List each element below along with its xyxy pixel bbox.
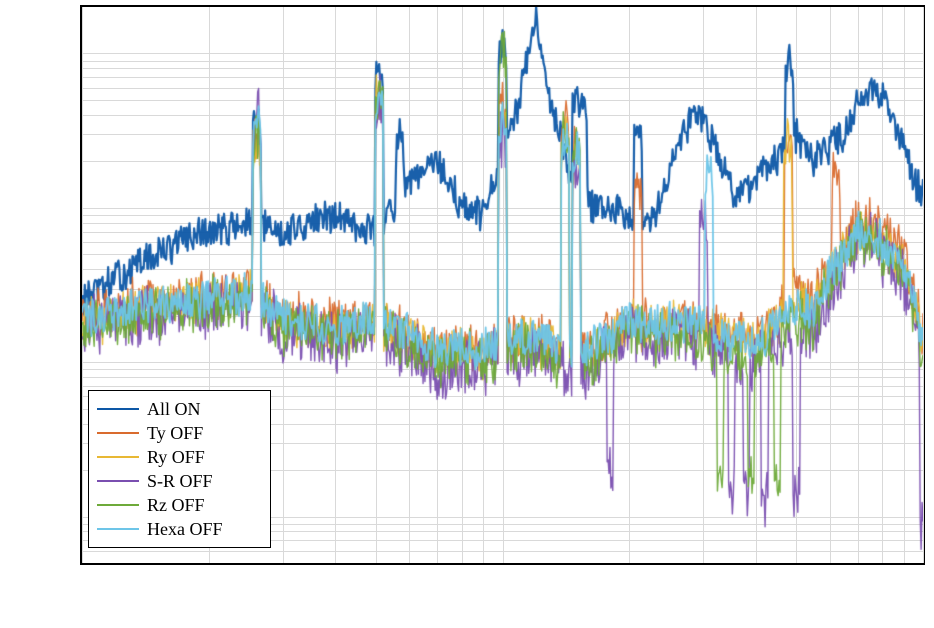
legend-label: Rz OFF [147,495,205,516]
legend-swatch [97,432,139,435]
legend-label: S-R OFF [147,471,213,492]
legend-swatch [97,480,139,483]
legend-label: All ON [147,399,201,420]
legend: All ON Ty OFF Ry OFF S-R OFF Rz OFF Hexa OFF [88,390,271,548]
legend-row: Ty OFF [97,421,262,445]
legend-row: Rz OFF [97,493,262,517]
legend-label: Ty OFF [147,423,203,444]
legend-row: S-R OFF [97,469,262,493]
spectrum-chart: All ON Ty OFF Ry OFF S-R OFF Rz OFF Hexa OFF [0,0,934,628]
legend-label: Ry OFF [147,447,205,468]
legend-swatch [97,528,139,531]
legend-swatch [97,504,139,507]
legend-row: Ry OFF [97,445,262,469]
legend-row: Hexa OFF [97,517,262,541]
legend-row: All ON [97,397,262,421]
legend-swatch [97,456,139,459]
legend-label: Hexa OFF [147,519,223,540]
legend-swatch [97,408,139,411]
